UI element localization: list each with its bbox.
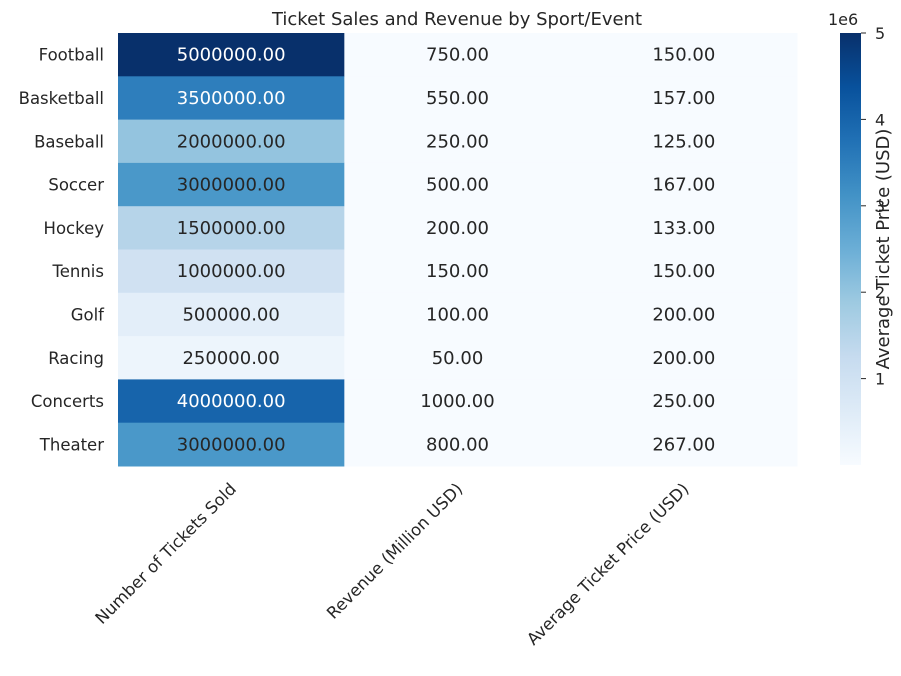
cell-value-label: 500.00	[426, 175, 489, 196]
heatmap-cell	[570, 292, 798, 337]
cell-value-label: 167.00	[652, 175, 715, 196]
column-label: Average Ticket Price (USD)	[523, 479, 692, 648]
heatmap-cell	[118, 119, 345, 164]
cell-value-label: 267.00	[652, 434, 715, 455]
cell-value-label: 550.00	[426, 88, 489, 109]
heatmap-cell	[570, 249, 798, 294]
row-label: Concerts	[31, 392, 104, 411]
row-label: Soccer	[48, 176, 104, 195]
row-label: Baseball	[34, 132, 104, 151]
colorbar-tick-label: 2	[875, 283, 885, 302]
cell-value-label: 125.00	[652, 131, 715, 152]
row-label: Racing	[48, 349, 104, 368]
colorbar-tick-label: 5	[875, 24, 885, 43]
column-label: Number of Tickets Sold	[92, 479, 240, 627]
heatmap-cell	[344, 162, 572, 207]
heatmap-cell	[344, 206, 572, 250]
cell-value-label: 200.00	[652, 348, 715, 369]
cell-value-label: 150.00	[652, 261, 715, 282]
heatmap-cell	[118, 33, 345, 77]
colorbar-tick-label: 4	[875, 110, 885, 129]
cell-value-label: 3500000.00	[177, 88, 286, 109]
row-label: Football	[39, 46, 104, 65]
heatmap-cell	[344, 379, 572, 424]
cell-value-label: 250.00	[652, 391, 715, 412]
heatmap-cell	[344, 249, 572, 294]
heatmap-cell	[118, 292, 345, 337]
cell-value-label: 1000.00	[420, 391, 494, 412]
cell-value-label: 100.00	[426, 304, 489, 325]
column-label: Revenue (Million USD)	[323, 479, 466, 622]
cell-value-label: 1000000.00	[177, 261, 286, 282]
cell-value-label: 5000000.00	[177, 45, 286, 66]
heatmap-cell	[344, 336, 572, 380]
cell-value-label: 133.00	[652, 218, 715, 239]
heatmap-cell	[344, 292, 572, 337]
colorbar-gradient	[840, 33, 861, 465]
heatmap-cell	[118, 162, 345, 207]
column-labels: Number of Tickets Sold Revenue (Million U…	[92, 479, 693, 648]
colorbar-tick-label: 1	[875, 370, 885, 389]
heatmap-cell	[570, 422, 798, 467]
cell-value-label: 4000000.00	[177, 391, 286, 412]
heatmap-cell	[118, 206, 345, 250]
cell-value-label: 2000000.00	[177, 131, 286, 152]
cell-value-label: 1500000.00	[177, 218, 286, 239]
cell-value-label: 500000.00	[182, 304, 279, 325]
row-label: Hockey	[44, 219, 105, 238]
cell-value-label: 200.00	[652, 304, 715, 325]
cell-value-label: 50.00	[432, 348, 484, 369]
cell-value-label: 750.00	[426, 45, 489, 66]
heatmap-cell	[344, 119, 572, 164]
heatmap-cell	[118, 422, 345, 467]
heatmap-cell	[570, 379, 798, 424]
cell-value-label: 3000000.00	[177, 175, 286, 196]
cell-value-label: 800.00	[426, 434, 489, 455]
row-label: Tennis	[51, 262, 104, 281]
heatmap-cell	[118, 76, 345, 121]
row-labels: Football Basketball Baseball Soccer Hockey Te…	[19, 46, 106, 455]
heatmap-cells: 5000000.00 750.00 150.00 3500000.00 550.00 15…	[118, 33, 798, 467]
heatmap-cell	[118, 249, 345, 294]
cell-value-label: 250000.00	[182, 348, 279, 369]
row-label: Basketball	[19, 89, 104, 108]
cell-value-label: 157.00	[652, 88, 715, 109]
heatmap-cell	[344, 76, 572, 121]
colorbar: 1e6 1 2 3 4 5 Average Ticket Price (USD)	[828, 10, 894, 465]
heatmap-cell	[570, 206, 798, 250]
cell-value-label: 250.00	[426, 131, 489, 152]
colorbar-label: Average Ticket Price (USD)	[873, 129, 894, 370]
colorbar-ticks: 1 2 3 4 5	[861, 24, 885, 389]
heatmap-cell	[118, 379, 345, 424]
heatmap-cell	[344, 33, 572, 77]
cell-value-label: 3000000.00	[177, 434, 286, 455]
heatmap-cell	[570, 33, 798, 77]
heatmap-cell	[570, 119, 798, 164]
cell-value-label: 150.00	[426, 261, 489, 282]
heatmap-cell	[570, 76, 798, 121]
chart-title: Ticket Sales and Revenue by Sport/Event	[271, 9, 642, 30]
colorbar-tick-label: 3	[875, 197, 885, 216]
heatmap-cell	[118, 336, 345, 380]
colorbar-offset-text: 1e6	[828, 10, 858, 29]
heatmap-cell	[570, 336, 798, 380]
row-label: Theater	[39, 435, 104, 454]
cell-value-label: 150.00	[652, 45, 715, 66]
row-label: Golf	[71, 305, 105, 324]
heatmap-cell	[570, 162, 798, 207]
heatmap-cell	[344, 422, 572, 467]
cell-value-label: 200.00	[426, 218, 489, 239]
